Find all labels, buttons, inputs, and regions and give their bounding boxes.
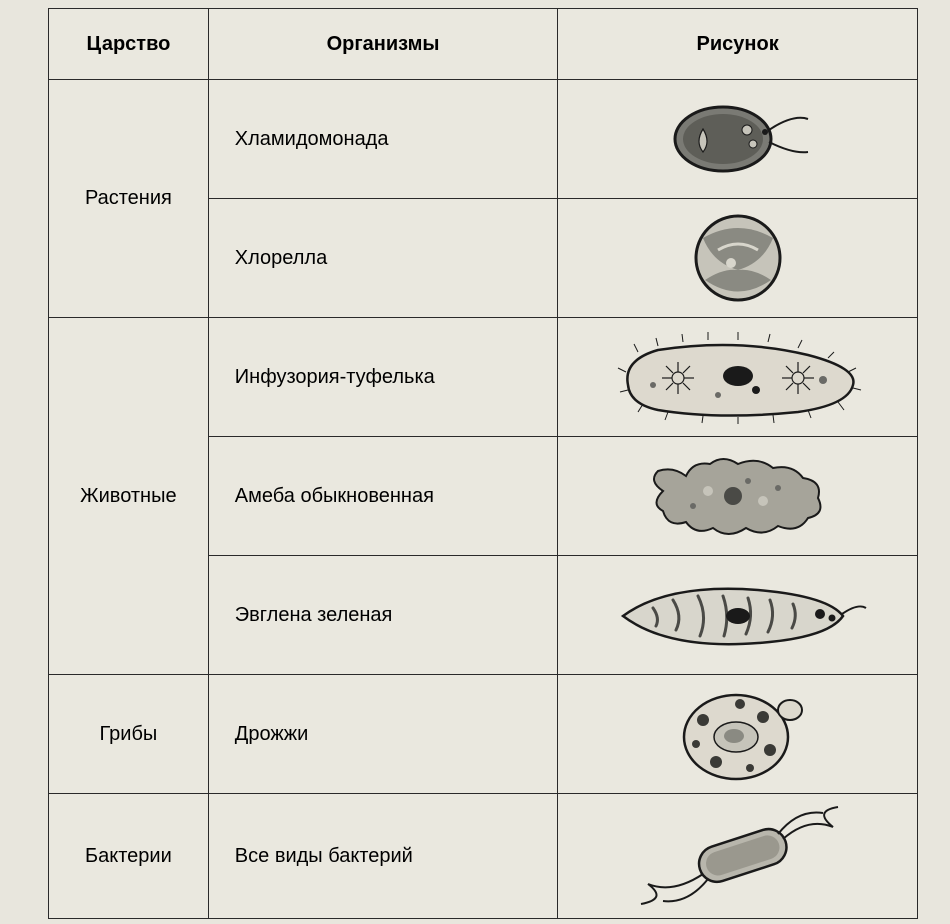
- yeast-icon: [668, 682, 808, 787]
- organism-cell: Эвглена зеленая: [208, 556, 557, 675]
- organism-cell: Хлорелла: [208, 199, 557, 318]
- kingdom-cell-fungi: Грибы: [49, 675, 209, 794]
- kingdom-cell-plants: Растения: [49, 80, 209, 318]
- table-row: Бактерии Все виды бактерий: [49, 794, 918, 919]
- header-organism: Организмы: [208, 9, 557, 80]
- chlorella-icon: [683, 208, 793, 308]
- chlamydomonas-icon: [653, 94, 823, 184]
- euglena-icon: [608, 568, 868, 663]
- bacteria-icon: [633, 799, 843, 914]
- organism-cell: Все виды бактерий: [208, 794, 557, 919]
- organism-cell: Хламидомонада: [208, 80, 557, 199]
- drawing-cell: [558, 556, 918, 675]
- organism-cell: Амеба обыкновенная: [208, 437, 557, 556]
- drawing-cell: [558, 199, 918, 318]
- table-row: Грибы Дрожжи: [49, 675, 918, 794]
- header-drawing: Рисунок: [558, 9, 918, 80]
- drawing-cell: [558, 80, 918, 199]
- kingdom-cell-bacteria: Бактерии: [49, 794, 209, 919]
- organisms-table: Царство Организмы Рисунок Растения Хлами…: [48, 8, 918, 919]
- organism-cell: Инфузория-туфелька: [208, 318, 557, 437]
- kingdom-cell-animals: Животные: [49, 318, 209, 675]
- table-header-row: Царство Организмы Рисунок: [49, 9, 918, 80]
- drawing-cell: [558, 437, 918, 556]
- drawing-cell: [558, 318, 918, 437]
- table-row: Растения Хламидомонада: [49, 80, 918, 199]
- drawing-cell: [558, 675, 918, 794]
- paramecium-icon: [608, 330, 868, 425]
- drawing-cell: [558, 794, 918, 919]
- page: Царство Организмы Рисунок Растения Хлами…: [0, 0, 950, 924]
- amoeba-icon: [638, 446, 838, 546]
- table-row: Животные Инфузория-туфелька: [49, 318, 918, 437]
- header-kingdom: Царство: [49, 9, 209, 80]
- organism-cell: Дрожжи: [208, 675, 557, 794]
